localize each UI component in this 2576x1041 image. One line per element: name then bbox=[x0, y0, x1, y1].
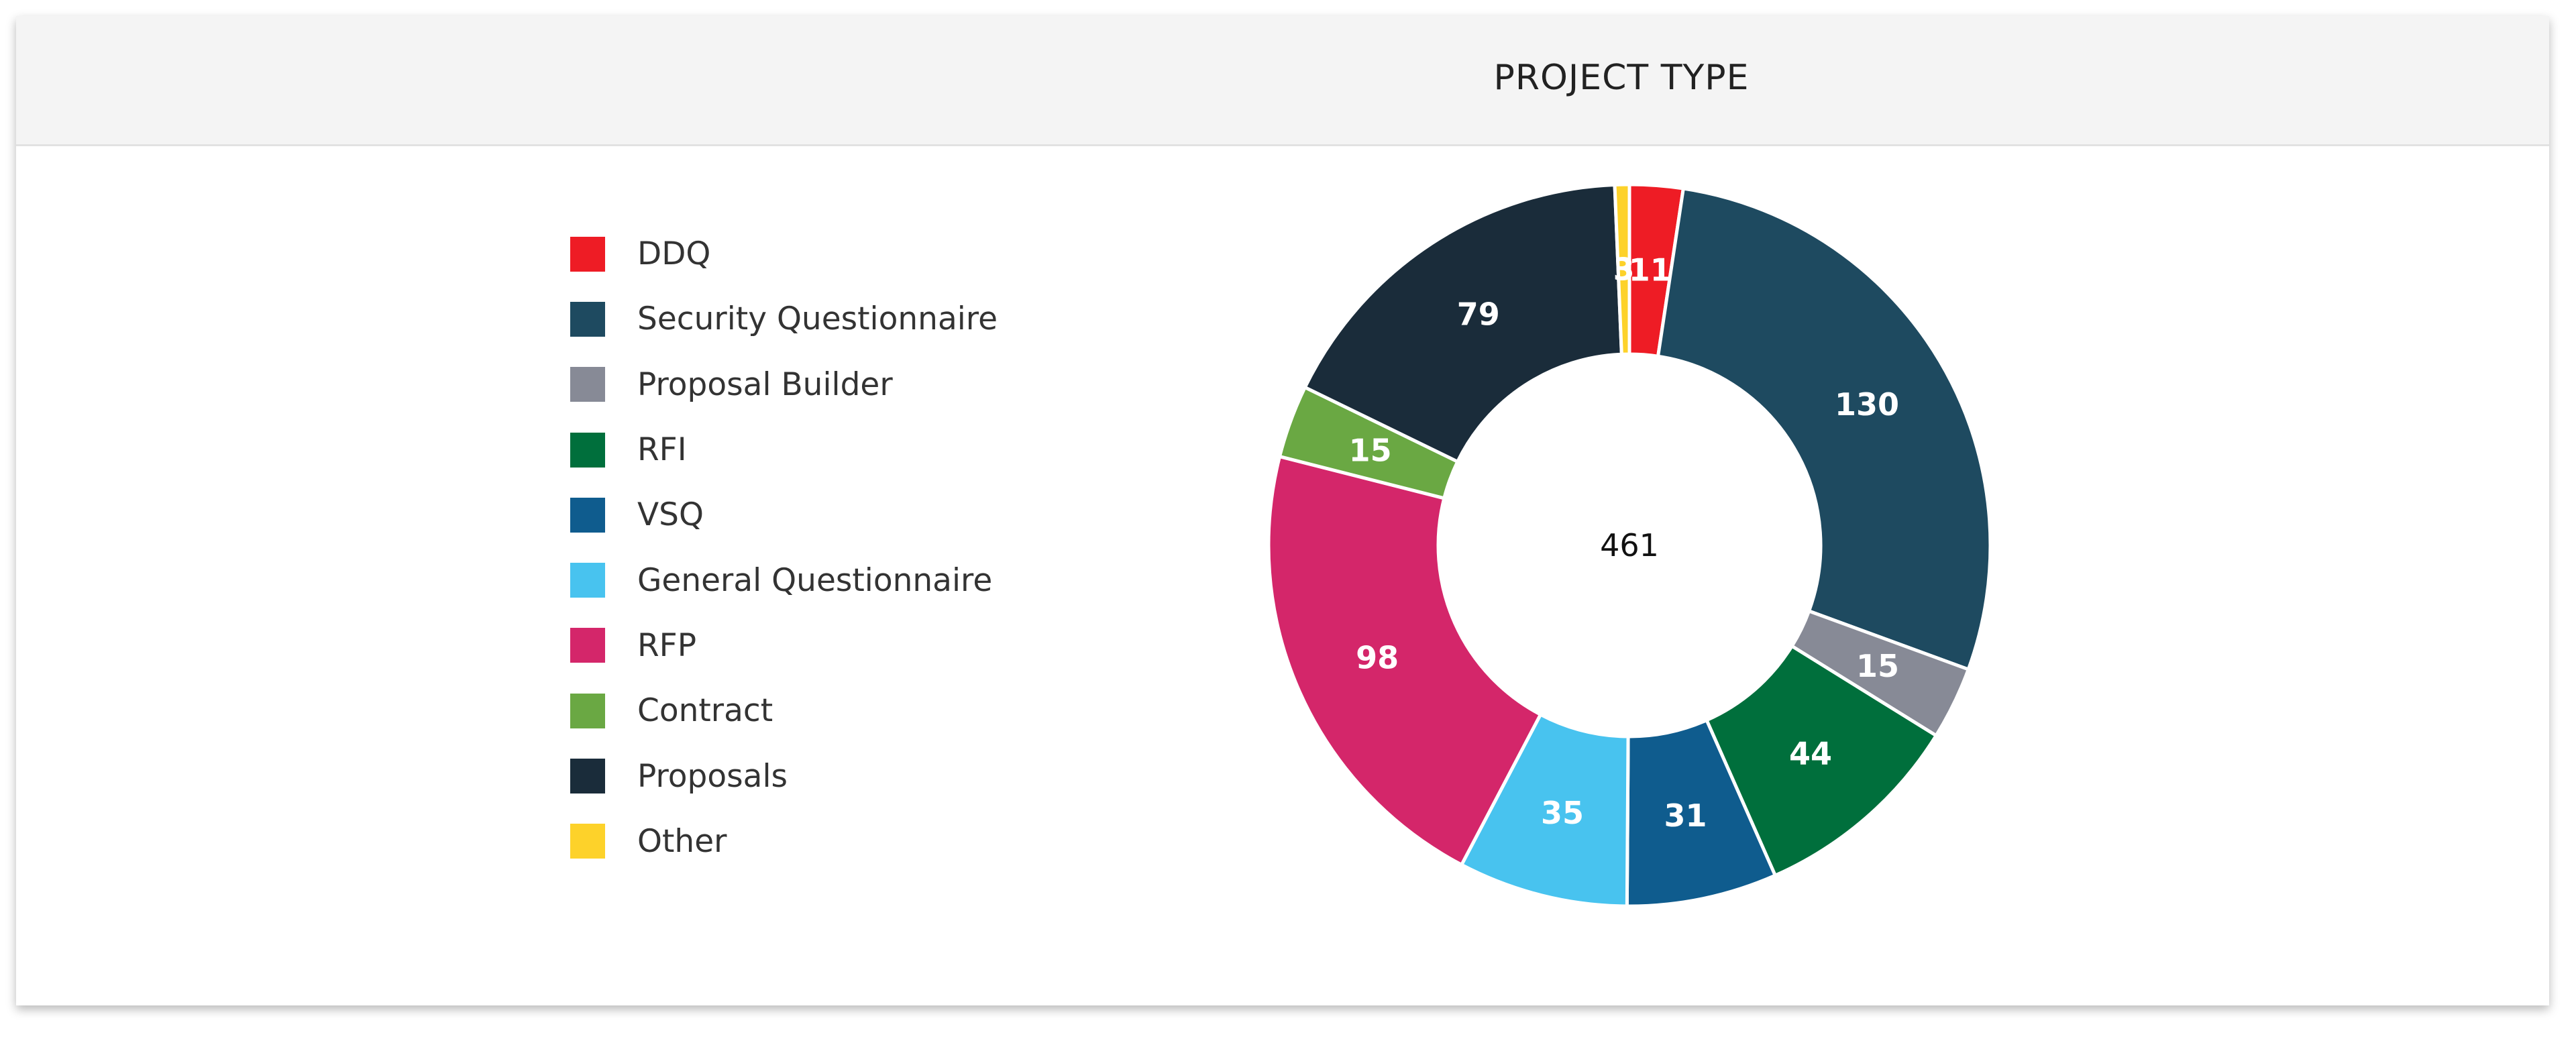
legend-label: Security Questionnaire bbox=[637, 300, 998, 338]
slice-security-questionnaire[interactable] bbox=[1656, 186, 1992, 672]
legend-label: Proposal Builder bbox=[637, 366, 893, 403]
slice-proposals[interactable] bbox=[1302, 182, 1623, 464]
project-type-card: PROJECT TYPE bbox=[16, 16, 2549, 1005]
legend-swatch bbox=[570, 497, 605, 533]
slice-value-label: 98 bbox=[1356, 639, 1399, 675]
slice-value-label: 44 bbox=[1789, 736, 1832, 772]
slice-rfp[interactable] bbox=[1267, 454, 1543, 867]
legend-swatch bbox=[570, 824, 605, 859]
chart-title: PROJECT TYPE bbox=[1493, 58, 1750, 98]
legend-swatch bbox=[570, 301, 605, 337]
legend-label: RFI bbox=[637, 431, 687, 469]
legend-swatch bbox=[570, 628, 605, 663]
legend-item-contract[interactable]: Contract bbox=[570, 678, 998, 743]
slice-value-label: 31 bbox=[1664, 798, 1707, 834]
legend-item-general-questionnaire[interactable]: General Questionnaire bbox=[570, 547, 998, 612]
legend-item-rfp[interactable]: RFP bbox=[570, 613, 998, 678]
slice-value-label: 35 bbox=[1541, 795, 1584, 831]
legend-swatch bbox=[570, 759, 605, 794]
legend-item-rfi[interactable]: RFI bbox=[570, 417, 998, 482]
legend-item-proposal-builder[interactable]: Proposal Builder bbox=[570, 352, 998, 417]
legend-label: RFP bbox=[637, 626, 697, 664]
legend-swatch bbox=[570, 432, 605, 468]
legend-item-proposals[interactable]: Proposals bbox=[570, 743, 998, 808]
legend-label: DDQ bbox=[637, 235, 711, 273]
slice-value-label: 15 bbox=[1856, 648, 1899, 684]
legend-label: General Questionnaire bbox=[637, 561, 993, 599]
total-label: 461 bbox=[1600, 527, 1659, 563]
legend-label: Proposals bbox=[637, 757, 788, 795]
slice-value-label: 11 bbox=[1629, 252, 1672, 288]
legend-swatch bbox=[570, 367, 605, 402]
legend-item-vsq[interactable]: VSQ bbox=[570, 482, 998, 547]
legend-label: Contract bbox=[637, 692, 773, 730]
slice-value-label: 15 bbox=[1349, 433, 1392, 469]
legend-swatch bbox=[570, 236, 605, 272]
legend-label: Other bbox=[637, 822, 727, 860]
legend-item-other[interactable]: Other bbox=[570, 809, 998, 874]
slice-value-label: 130 bbox=[1835, 386, 1899, 423]
legend-swatch bbox=[570, 693, 605, 728]
slice-value-label: 79 bbox=[1457, 296, 1500, 333]
chart-legend: DDQ Security Questionnaire Proposal Builde… bbox=[570, 221, 998, 874]
slice-value-label: 3 bbox=[1613, 252, 1635, 288]
legend-item-security-questionnaire[interactable]: Security Questionnaire bbox=[570, 286, 998, 351]
slice-other[interactable] bbox=[1613, 182, 1631, 356]
legend-swatch bbox=[570, 563, 605, 598]
legend-label: VSQ bbox=[637, 496, 704, 534]
card-header: PROJECT TYPE bbox=[16, 16, 2549, 146]
legend-item-ddq[interactable]: DDQ bbox=[570, 221, 998, 286]
